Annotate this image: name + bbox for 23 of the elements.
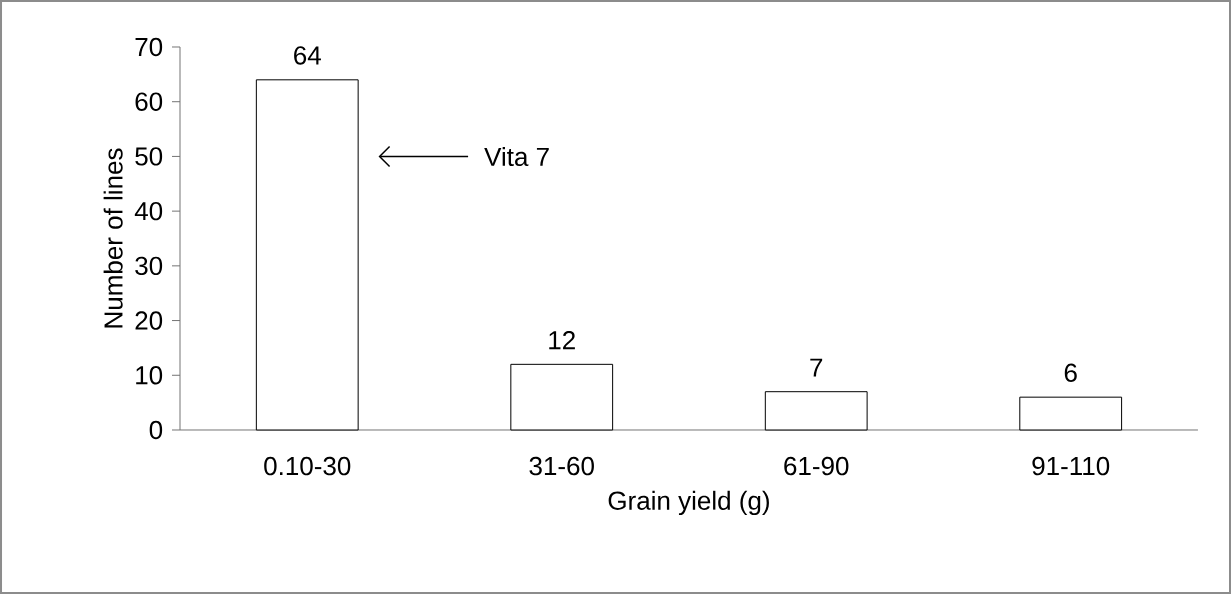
y-tick-label: 50 xyxy=(135,147,163,166)
data-label: 7 xyxy=(810,358,823,377)
y-tick-label: 30 xyxy=(135,256,163,276)
x-tick-label: 91-110 xyxy=(1032,456,1110,476)
data-label: 12 xyxy=(549,331,575,350)
annotation: Vita 7 xyxy=(484,146,549,167)
y-tick-label: 40 xyxy=(134,201,163,221)
bar xyxy=(510,363,614,431)
bar xyxy=(764,391,868,431)
y-tick-label: 0 xyxy=(149,420,163,440)
x-tick-label: 31-60 xyxy=(529,456,594,476)
bar xyxy=(1019,396,1123,431)
y-tick-label: 60 xyxy=(135,92,163,111)
data-label: 64 xyxy=(294,46,321,65)
y-tick-label: 20 xyxy=(135,311,163,330)
x-tick-label: 0.10-30 xyxy=(264,456,351,476)
x-tick-label: 61-90 xyxy=(784,456,849,476)
x-axis-title: Grain yield (g) xyxy=(608,490,769,516)
y-tick-label: 10 xyxy=(136,366,163,385)
y-axis-title: Number of lines xyxy=(103,148,123,328)
y-tick-label: 70 xyxy=(135,37,163,57)
data-label: 6 xyxy=(1064,363,1077,382)
bar xyxy=(255,79,359,431)
